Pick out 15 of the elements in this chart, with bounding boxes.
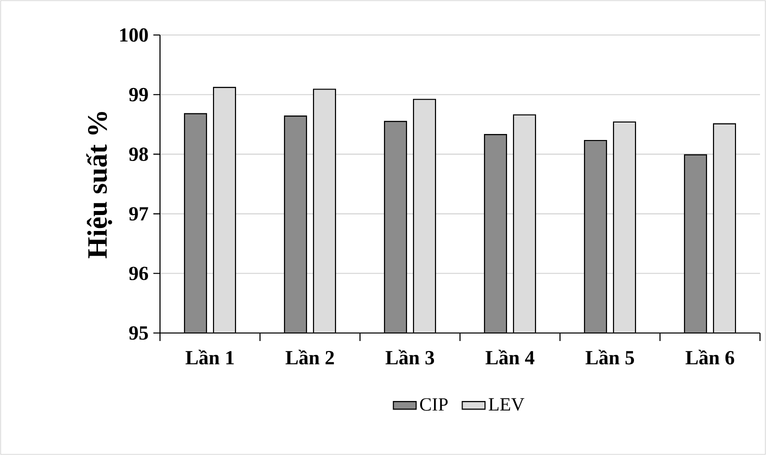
x-tick-label: Lần 6 bbox=[686, 350, 734, 364]
y-tick-label: 96 bbox=[129, 266, 148, 280]
x-tick-label: Lần 5 bbox=[586, 350, 634, 364]
x-tick-label: Lần 3 bbox=[386, 350, 434, 364]
y-tick-label: 99 bbox=[129, 88, 148, 102]
y-axis-title: Hiệu suất % bbox=[86, 112, 112, 258]
legend-label: LEV bbox=[488, 398, 524, 411]
y-tick-label: 98 bbox=[129, 147, 148, 161]
legend-label: CIP bbox=[420, 398, 448, 411]
x-tick-label: Lần 2 bbox=[286, 350, 334, 364]
y-tick-label: 95 bbox=[129, 326, 148, 340]
x-tick-label: Lần 1 bbox=[186, 350, 234, 364]
y-tick-label: 97 bbox=[129, 207, 148, 221]
x-tick-label: Lần 4 bbox=[486, 350, 534, 364]
y-tick-label: 100 bbox=[120, 28, 148, 42]
